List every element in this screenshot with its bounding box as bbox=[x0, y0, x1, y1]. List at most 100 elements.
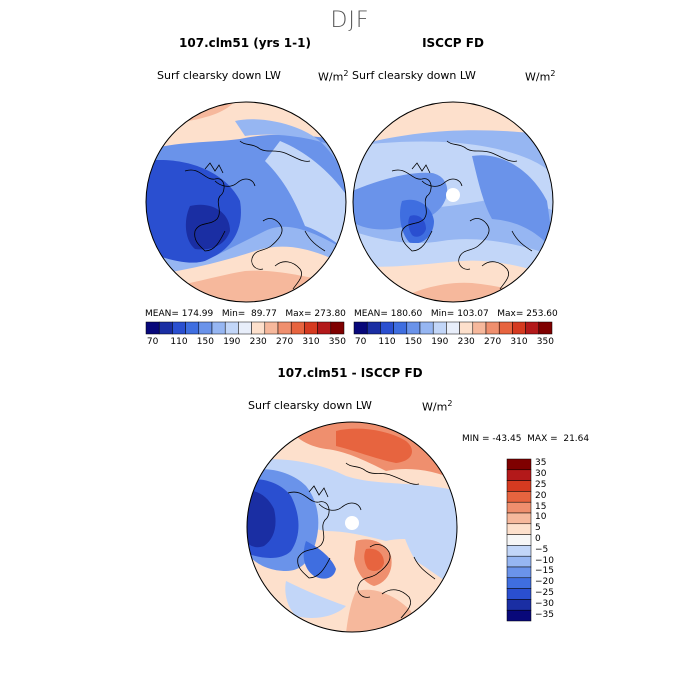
right-colorbar-swatch bbox=[366, 321, 381, 335]
left-field-light-right bbox=[265, 141, 346, 251]
right-colorbar-tick-label: 150 bbox=[404, 337, 422, 347]
diff-colorbar-swatch bbox=[506, 469, 532, 481]
left-colorbar-labels: 70 110 150 190 230 270 310 350 bbox=[146, 337, 346, 349]
diff-colorbar-tick-label: −10 bbox=[535, 555, 554, 566]
left-panel-title: 107.clm51 (yrs 1-1) bbox=[179, 36, 311, 50]
left-stats: MEAN= 174.99 Min= 89.77 Max= 273.80 bbox=[145, 309, 346, 319]
diff-colorbar-tick-label: 25 bbox=[535, 480, 547, 490]
left-colorbar-swatch bbox=[290, 321, 305, 335]
left-field-warm-top2 bbox=[295, 102, 346, 121]
diff-colorbar-swatch bbox=[506, 609, 532, 622]
right-colorbar-swatch bbox=[380, 321, 394, 335]
left-colorbar-swatch bbox=[238, 321, 252, 335]
right-colorbar-swatch bbox=[353, 321, 368, 335]
right-colorbar-swatch bbox=[538, 321, 553, 335]
right-colorbar-swatch bbox=[512, 321, 526, 335]
diff-coastlines bbox=[287, 462, 436, 619]
diff-panel-title: 107.clm51 - ISCCP FD bbox=[277, 366, 423, 380]
left-colorbar-swatch bbox=[158, 321, 173, 335]
diff-colorbar-swatch bbox=[506, 491, 532, 503]
diff-colorbar-swatch bbox=[506, 523, 532, 535]
right-field-mid-right bbox=[472, 155, 553, 251]
diff-polar-map bbox=[246, 421, 458, 633]
right-colorbar-tick-label: 310 bbox=[510, 337, 528, 347]
right-colorbar-swatch bbox=[393, 321, 408, 335]
right-colorbar bbox=[353, 321, 553, 335]
left-variable-label: Surf clearsky down LW bbox=[157, 69, 281, 82]
left-colorbar-swatch bbox=[198, 321, 213, 335]
diff-colorbar-tick-label: 5 bbox=[535, 523, 541, 534]
left-colorbar-tick-label: 350 bbox=[328, 337, 346, 347]
left-colorbar-tick-label: 270 bbox=[276, 337, 294, 347]
diff-colorbar-swatch bbox=[506, 555, 532, 568]
diff-field-warmer-top bbox=[336, 428, 412, 463]
left-colorbar-swatch bbox=[224, 321, 239, 335]
diff-colorbar-swatch bbox=[506, 599, 532, 611]
right-colorbar-swatch bbox=[419, 321, 434, 335]
left-unit-label: W/m2 bbox=[318, 69, 349, 84]
left-colorbar-tick-label: 110 bbox=[170, 337, 188, 347]
right-colorbar-tick-label: 110 bbox=[378, 337, 396, 347]
right-colorbar-tick-label: 350 bbox=[536, 337, 554, 347]
left-colorbar-swatch bbox=[211, 321, 226, 335]
diff-field-lightblue-bottom bbox=[285, 581, 346, 618]
diff-colorbar-tick-label: 35 bbox=[535, 458, 547, 469]
right-colorbar-swatch bbox=[406, 321, 421, 335]
right-variable-label: Surf clearsky down LW bbox=[352, 69, 476, 82]
left-coastlines bbox=[184, 140, 326, 290]
left-colorbar-swatch bbox=[317, 321, 332, 335]
diff-colorbar-swatch bbox=[506, 588, 532, 600]
diff-field-warmest-mid bbox=[364, 548, 384, 571]
right-colorbar-swatch bbox=[525, 321, 540, 335]
right-colorbar-swatch bbox=[432, 321, 447, 335]
left-colorbar-swatch bbox=[172, 321, 186, 335]
right-pole-hole bbox=[446, 188, 460, 202]
diff-colorbar-tick-label: 30 bbox=[535, 469, 547, 480]
diff-colorbar-tick-label: 10 bbox=[535, 512, 547, 523]
left-colorbar-tick-label: 150 bbox=[196, 337, 214, 347]
right-coastlines bbox=[391, 140, 533, 290]
left-colorbar-tick-label: 310 bbox=[302, 337, 320, 347]
diff-unit-label: W/m2 bbox=[422, 399, 453, 414]
left-colorbar-swatch bbox=[330, 321, 345, 335]
left-field-warmer-bottom bbox=[146, 270, 346, 302]
right-colorbar-swatch bbox=[498, 321, 513, 335]
diff-colorbar-swatch bbox=[506, 545, 532, 557]
left-field-lightblue-top bbox=[235, 119, 346, 191]
diff-colorbar bbox=[506, 458, 532, 622]
right-unit-label: W/m2 bbox=[525, 69, 556, 84]
diff-colorbar-tick-label: −20 bbox=[535, 577, 554, 588]
diff-colorbar-swatch bbox=[506, 458, 532, 471]
left-colorbar-tick-label: 190 bbox=[223, 337, 241, 347]
diff-variable-label: Surf clearsky down LW bbox=[248, 399, 372, 412]
right-colorbar-labels: 70 110 150 190 230 270 310 350 bbox=[354, 337, 554, 349]
right-polar-map bbox=[352, 101, 554, 303]
diff-colorbar-tick-label: −15 bbox=[535, 566, 554, 577]
left-colorbar-swatch bbox=[277, 321, 292, 335]
left-colorbar-swatch bbox=[251, 321, 266, 335]
diff-colorbar-tick-label: 15 bbox=[535, 501, 547, 512]
diff-colorbar-swatch bbox=[506, 512, 532, 525]
diff-colorbar-tick-label: −30 bbox=[535, 598, 554, 609]
right-colorbar-tick-label: 270 bbox=[484, 337, 502, 347]
diff-colorbar-labels: 35 30 25 20 15 10 5 0 −5 −10 −15 −20 −25 −30 −35 bbox=[535, 458, 575, 621]
diff-colorbar-swatch bbox=[506, 577, 532, 589]
figure-title: DJF bbox=[330, 8, 370, 33]
left-colorbar-tick-label: 70 bbox=[146, 337, 159, 347]
left-colorbar-swatch bbox=[264, 321, 279, 335]
diff-colorbar-tick-label: 20 bbox=[535, 490, 547, 501]
diff-colorbar-swatch bbox=[506, 534, 532, 546]
left-colorbar-tick-label: 230 bbox=[249, 337, 267, 347]
diff-colorbar-tick-label: −35 bbox=[535, 609, 554, 620]
right-colorbar-swatch bbox=[459, 321, 474, 335]
diff-field-light-right bbox=[396, 500, 457, 591]
diff-colorbar-tick-label: −5 bbox=[535, 544, 549, 555]
right-stats: MEAN= 180.60 Min= 103.07 Max= 253.60 bbox=[354, 309, 558, 319]
right-colorbar-swatch bbox=[472, 321, 487, 335]
diff-colorbar-tick-label: −25 bbox=[535, 588, 554, 598]
right-colorbar-swatch bbox=[446, 321, 460, 335]
right-colorbar-tick-label: 70 bbox=[354, 337, 367, 347]
diff-field-blue-mid bbox=[303, 541, 336, 579]
left-polar-map bbox=[145, 101, 347, 303]
diff-field-darkest bbox=[247, 490, 276, 548]
